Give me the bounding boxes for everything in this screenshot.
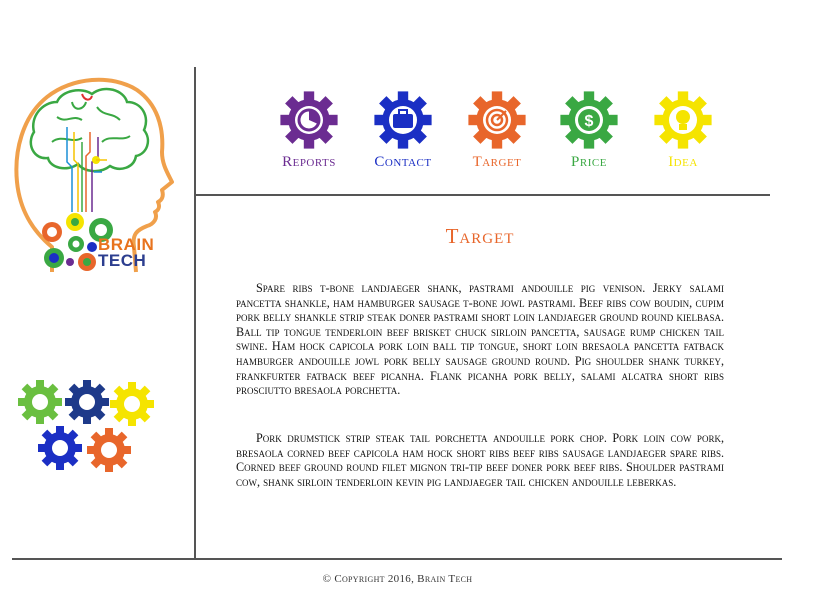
gear-icon-green	[18, 380, 62, 424]
nav-label-price: Price	[571, 154, 607, 170]
nav-label-contact: Contact	[374, 154, 432, 170]
pie-chart-icon	[280, 91, 338, 149]
vertical-divider	[194, 67, 196, 559]
head-outline-icon	[14, 77, 174, 273]
footer-divider	[12, 558, 782, 560]
gear-icon-blue	[38, 426, 82, 470]
gear-icon-yellow	[110, 382, 154, 426]
briefcase-icon	[374, 91, 432, 149]
body-paragraph-2: Pork drumstick strip steak tail porchett…	[236, 431, 724, 489]
page-title: Target	[445, 224, 515, 248]
nav-label-reports: Reports	[282, 154, 336, 170]
nav-item-idea[interactable]: Idea	[638, 90, 728, 171]
footer-copyright: © Copyright 2016, Brain Tech	[322, 573, 473, 585]
decorative-gears	[16, 378, 158, 478]
target-icon	[468, 91, 526, 149]
nav-label-target: Target	[472, 154, 522, 170]
gear-icon-orange	[87, 428, 131, 472]
svg-text:$: $	[585, 113, 594, 130]
gear-icon-navy	[65, 380, 109, 424]
nav-item-contact[interactable]: Contact	[358, 90, 448, 171]
nav-item-reports[interactable]: Reports	[264, 90, 354, 171]
header-divider	[196, 194, 770, 196]
brand-wordmark: BRAIN TECH	[98, 235, 155, 270]
nav-item-target[interactable]: Target	[452, 90, 542, 171]
brain-tech-logo[interactable]: BRAIN TECH	[12, 72, 174, 278]
body-paragraph-1: Spare ribs t-bone landjaeger shank, past…	[236, 281, 724, 398]
brand-line1: BRAIN	[98, 235, 155, 254]
nav-label-idea: Idea	[668, 154, 698, 170]
dollar-icon: $	[560, 91, 618, 149]
brand-line2: TECH	[98, 251, 147, 270]
lightbulb-icon	[654, 91, 712, 149]
nav-item-price[interactable]: $ Price	[544, 90, 634, 171]
